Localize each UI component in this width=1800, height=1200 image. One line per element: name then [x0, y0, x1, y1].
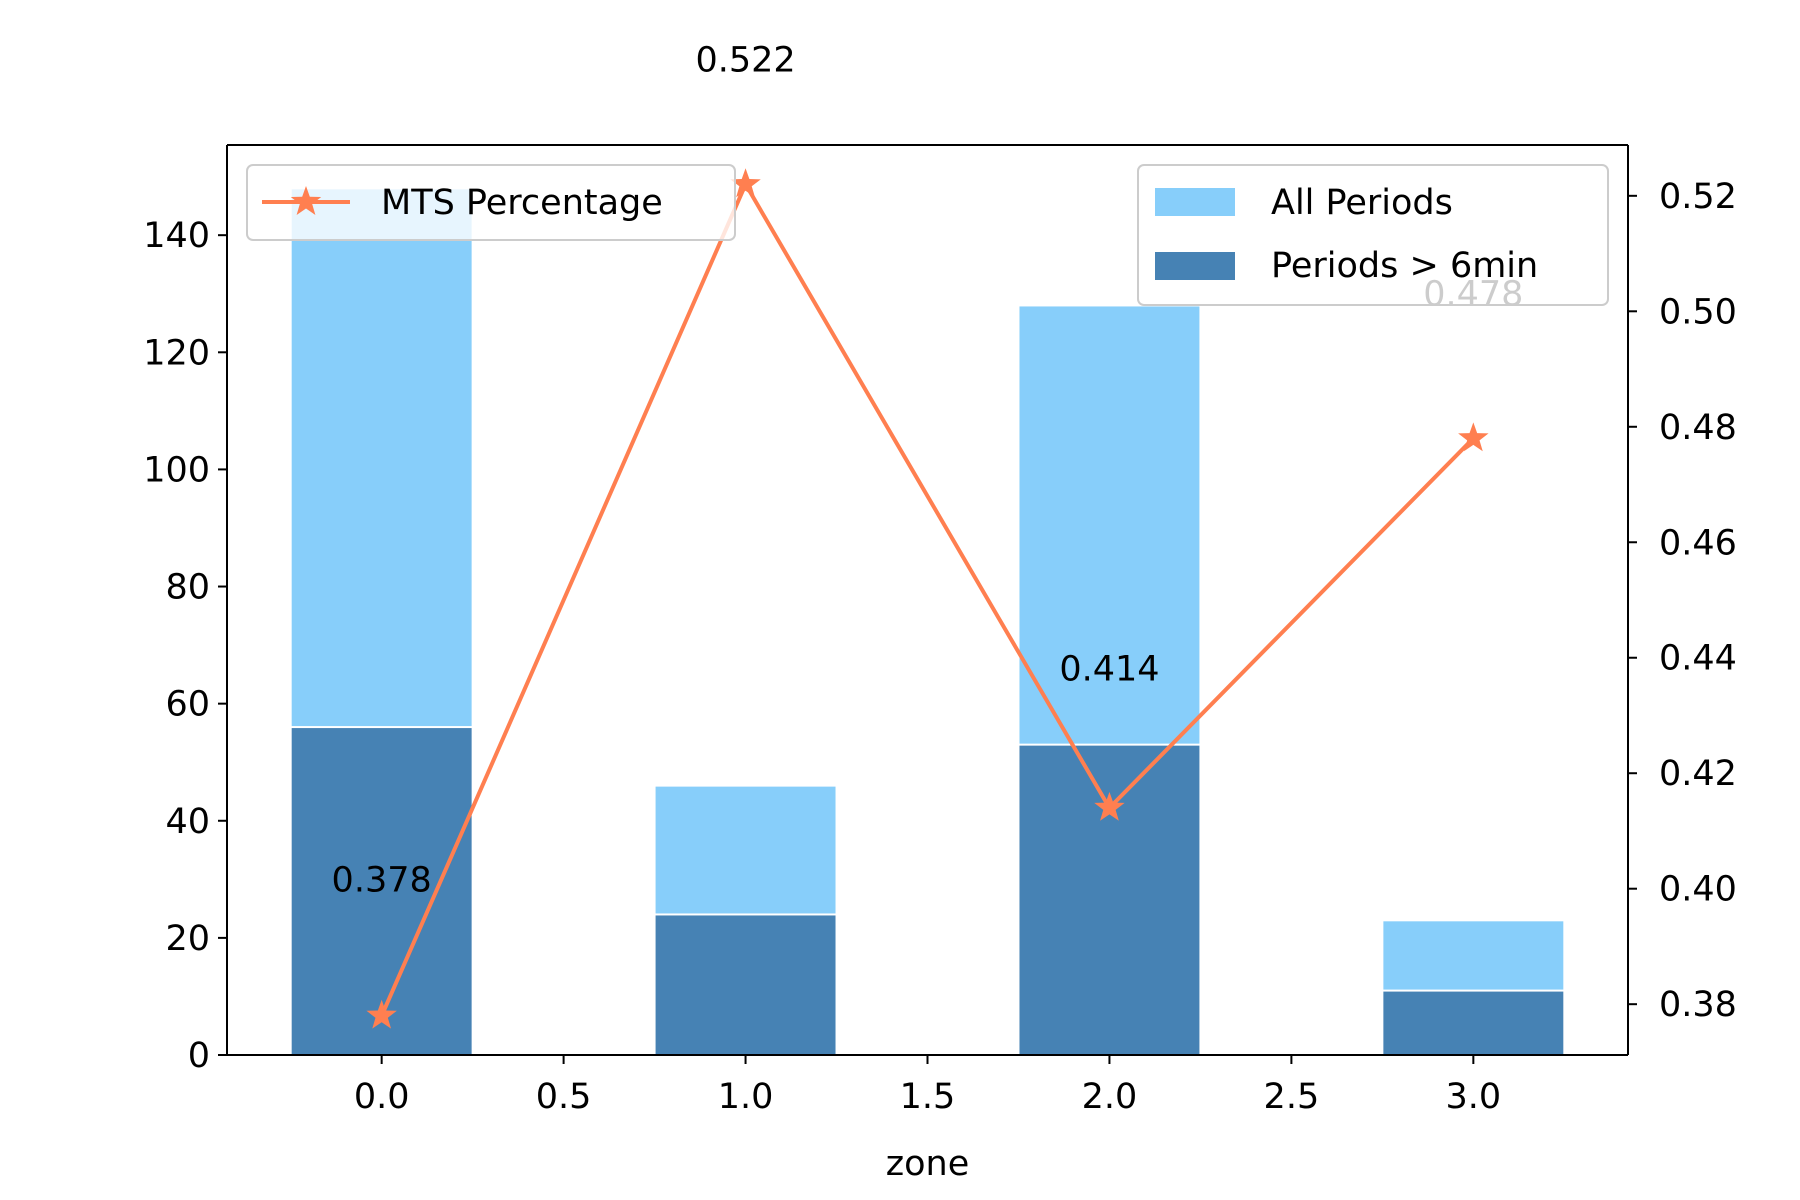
line-point-marker-0 [366, 999, 397, 1029]
y-tick-label-left: 40 [165, 802, 210, 842]
y-tick-label-right: 0.52 [1659, 177, 1737, 217]
legend-label-mts-percentage: MTS Percentage [381, 183, 663, 223]
bar-periods-over-6min-3 [1381, 989, 1566, 1056]
y-tick-label-right: 0.46 [1659, 523, 1737, 563]
legend-right-box [1137, 164, 1609, 306]
line-point-marker-3 [1458, 422, 1489, 452]
x-tick-label: 1.0 [718, 1077, 774, 1117]
y-tick-label-right: 0.42 [1659, 754, 1737, 794]
data-label-2: 0.414 [1059, 650, 1159, 690]
y-tick-label-left: 100 [143, 450, 210, 490]
bar-periods-over-6min-1 [653, 913, 838, 1057]
legend-swatch-periods-over-6min [1155, 252, 1235, 280]
y-tick-label-left: 140 [143, 216, 210, 256]
y-tick-label-right: 0.44 [1659, 639, 1737, 679]
legend-left-box [246, 164, 736, 241]
line-point-marker-1 [730, 168, 761, 198]
x-tick-label: 0.0 [354, 1077, 410, 1117]
x-tick-label: 1.5 [900, 1077, 956, 1117]
y-tick-label-left: 0 [188, 1036, 210, 1076]
legend-star-icon [290, 186, 322, 215]
y-tick-label-left: 80 [165, 568, 210, 608]
y-tick-label-left: 60 [165, 685, 210, 725]
data-label-0: 0.378 [332, 860, 432, 900]
line-mts-percentage [379, 182, 1475, 1017]
y-tick-label-right: 0.38 [1659, 985, 1737, 1025]
bar-periods-over-6min-2 [1017, 743, 1202, 1056]
y-tick-label-right: 0.48 [1659, 408, 1737, 448]
x-tick-label: 3.0 [1446, 1077, 1502, 1117]
y-tick-label-right: 0.40 [1659, 870, 1737, 910]
data-label-1: 0.522 [695, 41, 795, 81]
y-tick-label-left: 20 [165, 919, 210, 959]
y-tick-label-right: 0.50 [1659, 292, 1737, 332]
x-tick-label: 2.5 [1264, 1077, 1320, 1117]
x-tick-label: 2.0 [1082, 1077, 1138, 1117]
line-point-marker-2 [1094, 791, 1125, 821]
y-tick-label-left: 120 [143, 333, 210, 373]
x-axis-label: zone [886, 1144, 970, 1184]
legend-label-periods-over-6min: Periods > 6min [1271, 246, 1538, 286]
legend-swatch-all-periods [1155, 188, 1235, 216]
x-tick-label: 0.5 [536, 1077, 592, 1117]
legend-label-all-periods: All Periods [1271, 183, 1453, 223]
